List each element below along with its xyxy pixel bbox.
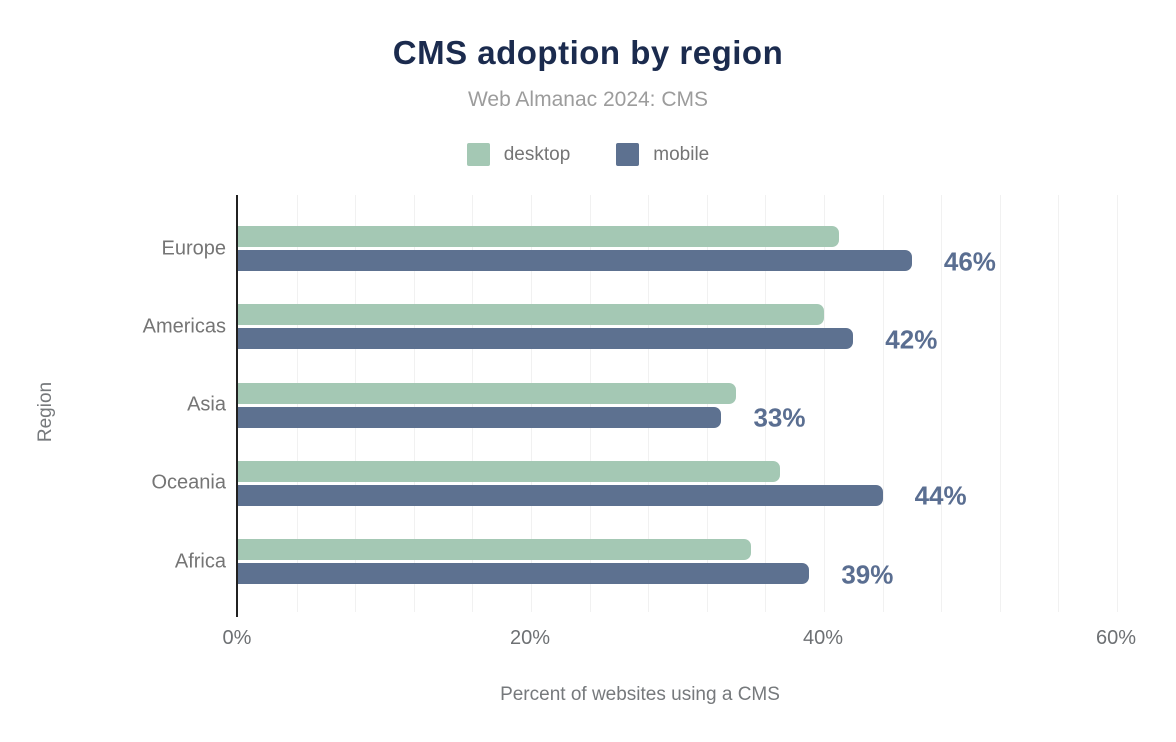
gridline [882, 195, 884, 612]
bar-mobile-asia[interactable] [238, 406, 722, 428]
x-tick-label-20%: 20% [509, 627, 551, 649]
x-tick-label-40%: 40% [802, 627, 844, 649]
category-label-americas: Americas [142, 315, 226, 338]
legend-label-mobile: mobile [653, 143, 710, 165]
legend-item-mobile: mobile [616, 143, 709, 166]
bar-desktop-asia[interactable] [238, 382, 737, 404]
gridline [1117, 195, 1118, 612]
category-label-asia: Asia [187, 393, 226, 416]
y-axis-title: Region [35, 381, 56, 443]
mobile-legend-swatch-icon [616, 143, 640, 166]
y-axis-line [236, 195, 238, 617]
gridline [941, 195, 943, 612]
chart-subtitle: Web Almanac 2024: CMS [467, 88, 709, 111]
bar-mobile-europe[interactable] [238, 250, 912, 271]
data-label-africa: 39% [841, 559, 894, 590]
x-tick-label-60%: 60% [1095, 627, 1137, 649]
data-label-europe: 46% [943, 246, 996, 276]
legend: desktop mobile [0, 143, 1176, 166]
category-label-europe: Europe [161, 237, 227, 259]
gridline [824, 195, 825, 612]
bar-mobile-americas[interactable] [238, 328, 854, 350]
x-tick-label-0%: 0% [222, 627, 252, 649]
gridline [999, 195, 1001, 612]
category-label-africa: Africa [174, 550, 226, 573]
x-axis-title: Percent of websites using a CMS [500, 684, 780, 705]
legend-item-desktop: desktop [466, 143, 571, 166]
bar-desktop-europe[interactable] [238, 226, 839, 247]
bar-desktop-americas[interactable] [238, 304, 824, 326]
legend-label-desktop: desktop [503, 143, 571, 165]
data-label-asia: 33% [753, 402, 806, 433]
gridline [1058, 195, 1060, 612]
bar-mobile-oceania[interactable] [238, 484, 883, 506]
bar-desktop-oceania[interactable] [238, 460, 781, 482]
desktop-legend-swatch-icon [466, 143, 490, 166]
bar-mobile-africa[interactable] [238, 563, 810, 585]
chart-title: CMS adoption by region [392, 34, 784, 71]
gridline [765, 195, 767, 612]
bar-desktop-africa[interactable] [238, 539, 751, 561]
data-label-oceania: 44% [914, 480, 967, 511]
data-label-americas: 42% [885, 324, 938, 355]
category-label-oceania: Oceania [151, 471, 227, 494]
